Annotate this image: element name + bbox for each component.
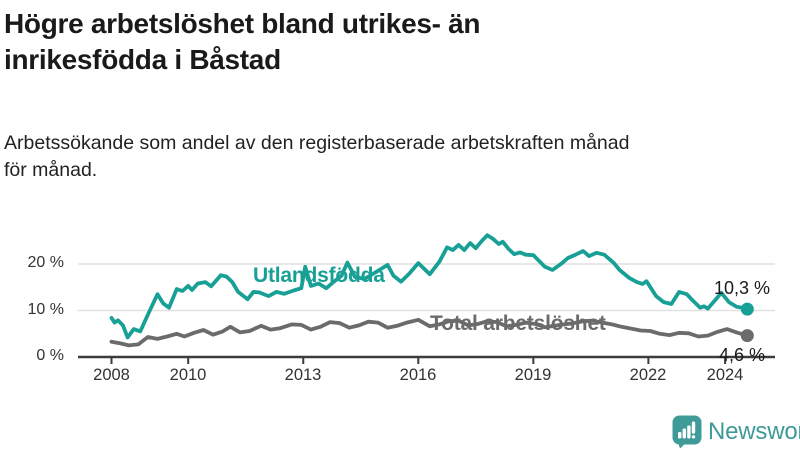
- newsworthy-logo: Newsworthy: [672, 415, 800, 449]
- x-axis-label-2022: 2022: [629, 366, 667, 384]
- series-label-total-arbetsloshet: Total arbetslöshet: [430, 312, 606, 335]
- y-axis-label-10: 10 %: [27, 300, 64, 318]
- series-line-1: [109, 317, 750, 348]
- series-end-dot-0: [740, 302, 754, 316]
- newsworthy-bar-chart-bubble-icon: [672, 415, 702, 449]
- x-axis-label-2016: 2016: [399, 366, 437, 384]
- x-axis-label-2010: 2010: [169, 366, 207, 384]
- series-end-dot-1: [740, 329, 754, 343]
- chart-subtitle: Arbetssökande som andel av den registerb…: [4, 132, 630, 182]
- end-value-utlandsfodda: 10,3 %: [714, 278, 771, 298]
- newsworthy-wordmark: Newsworthy: [708, 418, 800, 445]
- x-axis-label-2013: 2013: [284, 366, 322, 384]
- page-title: Högre arbetslöshet bland utrikes- än inr…: [4, 8, 481, 75]
- series-line-0: [109, 233, 750, 340]
- series-label-utlandsfodda: Utlandsfödda: [253, 264, 385, 287]
- y-axis-label-20: 20 %: [27, 254, 64, 271]
- x-axis-label-2024: 2024: [706, 366, 744, 384]
- end-value-total-arbetsloshet: 4,6 %: [719, 345, 766, 365]
- x-axis-label-2019: 2019: [514, 366, 552, 384]
- x-axis-label-2008: 2008: [93, 366, 130, 384]
- y-axis-label-0: 0 %: [36, 347, 64, 364]
